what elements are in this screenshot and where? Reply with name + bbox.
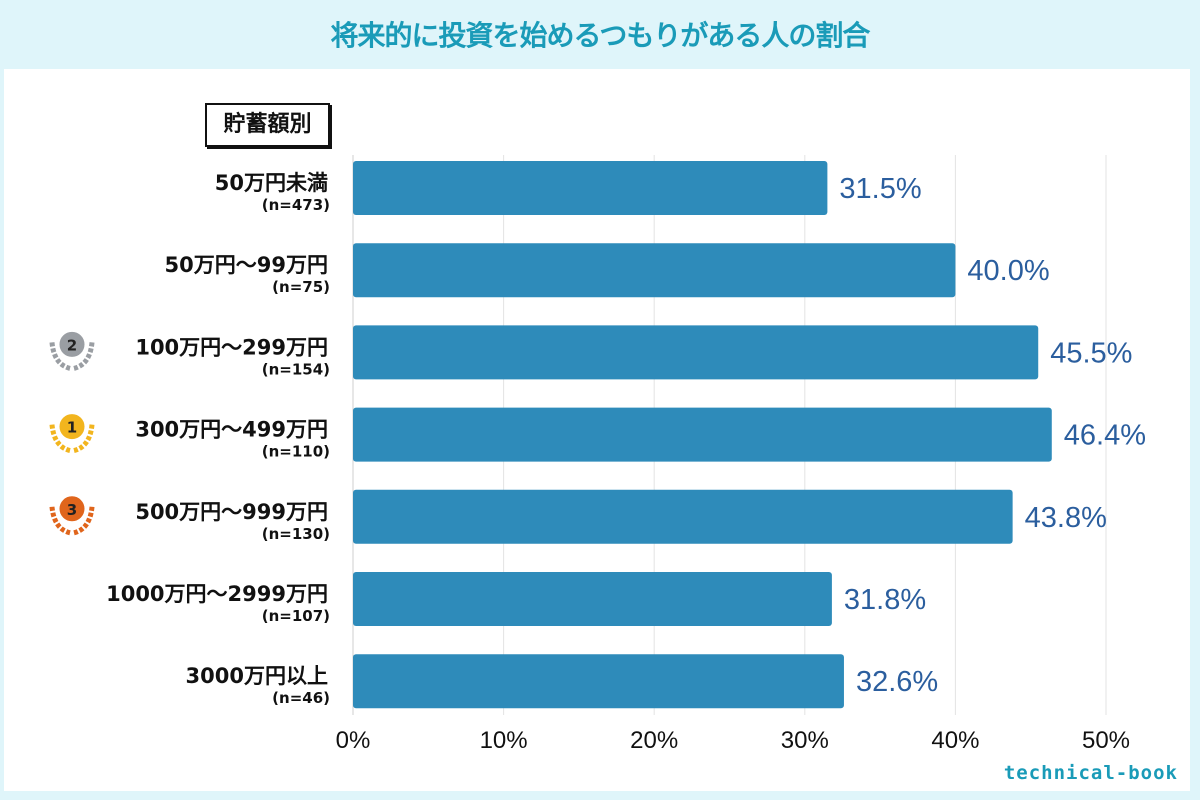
sample-size-label: (n=46) xyxy=(272,689,330,707)
x-tick-label: 30% xyxy=(781,727,829,754)
medal-rank-2: 2 xyxy=(67,336,77,354)
group-label: 貯蓄額別 xyxy=(205,103,330,147)
bar xyxy=(353,407,1052,462)
value-label: 32.6% xyxy=(856,666,938,698)
category-label: 100万円～299万円 xyxy=(135,335,328,359)
sample-size-label: (n=130) xyxy=(262,525,330,543)
medal-icon xyxy=(58,330,86,358)
medal-icon xyxy=(58,495,86,523)
x-tick-label: 0% xyxy=(336,727,371,754)
x-tick-label: 40% xyxy=(931,727,979,754)
x-tick-label: 50% xyxy=(1082,727,1130,754)
laurel-icon xyxy=(73,506,95,536)
laurel-icon xyxy=(73,342,95,371)
category-label: 1000万円～2999万円 xyxy=(106,582,328,606)
category-label: 50万円未満 xyxy=(215,171,328,195)
logo: technical-book xyxy=(1003,762,1178,784)
sample-size-label: (n=107) xyxy=(262,607,330,625)
medal-rank-3: 3 xyxy=(67,501,77,519)
value-label: 31.5% xyxy=(839,173,921,205)
laurel-icon xyxy=(49,424,71,454)
medal-rank-1: 1 xyxy=(67,419,77,437)
bar xyxy=(353,489,1013,544)
medal-icon xyxy=(58,413,86,441)
bar xyxy=(353,161,828,215)
laurel-icon xyxy=(49,506,71,536)
category-label: 3000万円以上 xyxy=(186,664,328,688)
laurel-icon xyxy=(49,342,71,371)
sample-size-label: (n=110) xyxy=(262,443,330,461)
sample-size-label: (n=154) xyxy=(262,360,330,378)
value-label: 45.5% xyxy=(1050,337,1132,369)
value-label: 43.8% xyxy=(1025,502,1107,534)
bar xyxy=(353,654,844,709)
laurel-icon xyxy=(73,424,95,454)
sample-size-label: (n=75) xyxy=(272,278,330,296)
value-label: 46.4% xyxy=(1064,420,1146,452)
bar xyxy=(353,243,956,298)
bar xyxy=(353,572,832,626)
value-label: 40.0% xyxy=(967,255,1049,287)
bar xyxy=(353,325,1039,380)
category-label: 300万円～499万円 xyxy=(135,418,328,442)
sample-size-label: (n=473) xyxy=(262,196,330,214)
category-label: 50万円～99万円 xyxy=(165,253,328,277)
value-label: 31.8% xyxy=(844,584,926,616)
category-label: 500万円～999万円 xyxy=(135,500,328,524)
chart-title: 将来的に投資を始めるつもりがある人の割合 xyxy=(330,19,871,52)
x-tick-label: 20% xyxy=(630,727,678,754)
x-tick-label: 10% xyxy=(480,727,528,754)
